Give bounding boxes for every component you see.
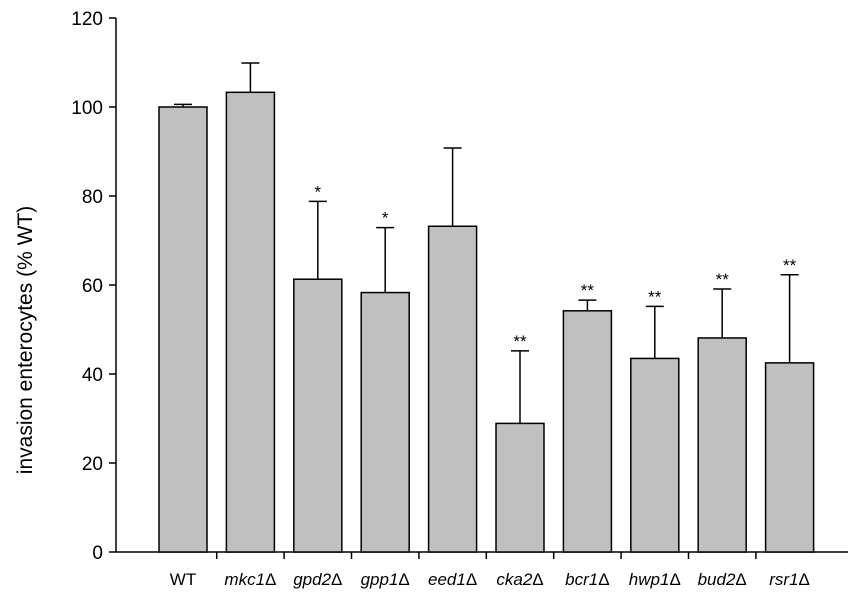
y-tick-label: 20 (82, 454, 103, 475)
x-tick-label: mkc1Δ (224, 570, 276, 589)
significance-label: * (314, 182, 321, 201)
y-tick-label: 120 (71, 9, 103, 30)
x-tick-labels-group: WT mkc1Δ gpd2Δ gpp1Δ eed1Δ cka2Δ bcr1Δ hwp1Δ bud… (170, 570, 810, 589)
y-axis-label: invasion enterocytes (% WT) (14, 206, 37, 474)
significance-label: ** (716, 270, 730, 289)
bars-group (158, 91, 815, 553)
significance-label: ** (581, 281, 595, 300)
bar (562, 310, 613, 553)
y-tick-label: 100 (71, 98, 103, 119)
bar (697, 337, 747, 553)
x-tick-label: hwp1Δ (629, 570, 681, 589)
x-tick-label: bcr1Δ (565, 570, 609, 589)
bar (158, 106, 208, 553)
significance-label: * (382, 209, 389, 228)
x-tick-label: WT (170, 570, 196, 589)
x-tick-label: bud2Δ (698, 570, 747, 589)
x-tick-label: eed1Δ (428, 570, 477, 589)
bar (630, 357, 680, 553)
y-tick-label: 60 (82, 276, 103, 297)
x-tick-label: gpd2Δ (293, 570, 342, 589)
y-tick-label: 0 (92, 543, 103, 564)
significance-label: ** (783, 256, 797, 275)
bar (495, 422, 545, 553)
significance-label: ** (513, 332, 527, 351)
significance-labels-group: ****** ****** (314, 182, 796, 351)
error-bars-group (174, 62, 799, 424)
y-tick-label: 80 (82, 187, 103, 208)
bar (293, 278, 343, 553)
bar (360, 291, 410, 553)
bar (225, 91, 276, 553)
y-tick-label: 40 (82, 365, 103, 386)
x-tick-label: gpp1Δ (361, 570, 410, 589)
significance-label: ** (648, 287, 662, 306)
x-tick-label: cka2Δ (496, 570, 543, 589)
bar (764, 362, 815, 553)
y-tick-labels-group: 0 20 40 60 80 100 120 (71, 9, 103, 564)
bar (427, 225, 478, 553)
x-tick-label: rsr1Δ (769, 570, 810, 589)
